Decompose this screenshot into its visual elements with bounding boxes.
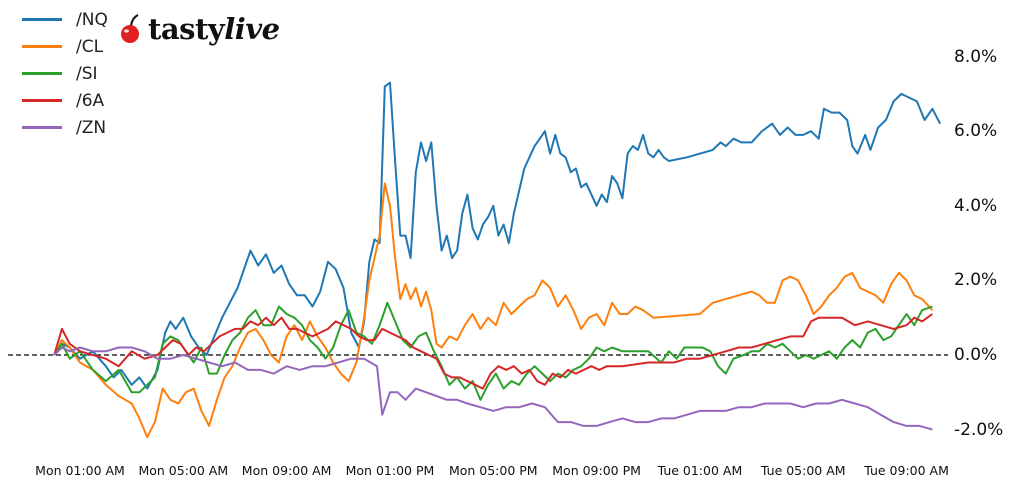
x-tick-label: Mon 05:00 PM <box>448 463 538 478</box>
series-line-nq <box>53 81 941 390</box>
x-tick-label: Tue 09:00 AM <box>864 463 949 478</box>
x-tick-label: Mon 05:00 AM <box>138 463 229 478</box>
x-tick-label: Mon 09:00 AM <box>241 463 332 478</box>
x-tick-label: Tue 01:00 AM <box>657 463 743 478</box>
brand-name: tastylive <box>148 12 280 46</box>
y-tick-label: 4.0% <box>954 195 998 216</box>
x-tick-label: Mon 09:00 PM <box>552 463 641 478</box>
x-tick-label: Mon 01:00 AM <box>35 463 125 478</box>
legend-swatch <box>22 72 62 75</box>
series-line-si <box>53 301 933 401</box>
brand-logo: tastylive <box>118 12 280 46</box>
brand-name-italic: live <box>224 12 280 46</box>
y-tick-label: 6.0% <box>954 121 998 142</box>
y-tick-label: 2.0% <box>954 270 998 291</box>
legend-label: /SI <box>76 63 98 84</box>
legend-item: /SI <box>22 60 108 87</box>
x-tick-label: Tue 05:00 AM <box>760 463 846 478</box>
y-tick-label: -2.0% <box>954 419 1004 440</box>
legend-item: /ZN <box>22 114 108 141</box>
cherry-icon <box>121 14 139 43</box>
series-layer <box>53 81 941 439</box>
legend-label: /6A <box>76 90 105 111</box>
y-tick-label: 0.0% <box>954 345 998 365</box>
legend-item: /NQ <box>22 6 108 33</box>
legend-swatch <box>22 126 62 129</box>
brand-name-bold: tasty <box>148 12 225 46</box>
legend-label: /NQ <box>76 9 108 30</box>
legend-swatch <box>22 45 62 48</box>
legend-label: /ZN <box>76 117 107 138</box>
legend-label: /CL <box>76 36 104 57</box>
x-tick-label: Mon 01:00 PM <box>345 463 435 478</box>
legend-item: /6A <box>22 87 108 114</box>
legend-swatch <box>22 18 62 21</box>
series-line-6a <box>53 313 933 390</box>
series-line-zn <box>53 346 933 431</box>
legend: /NQ/CL/SI/6A/ZN <box>22 6 108 141</box>
legend-swatch <box>22 99 62 102</box>
legend-item: /CL <box>22 33 108 60</box>
y-tick-label: 8.0% <box>954 46 998 67</box>
series-line-cl <box>53 182 934 439</box>
